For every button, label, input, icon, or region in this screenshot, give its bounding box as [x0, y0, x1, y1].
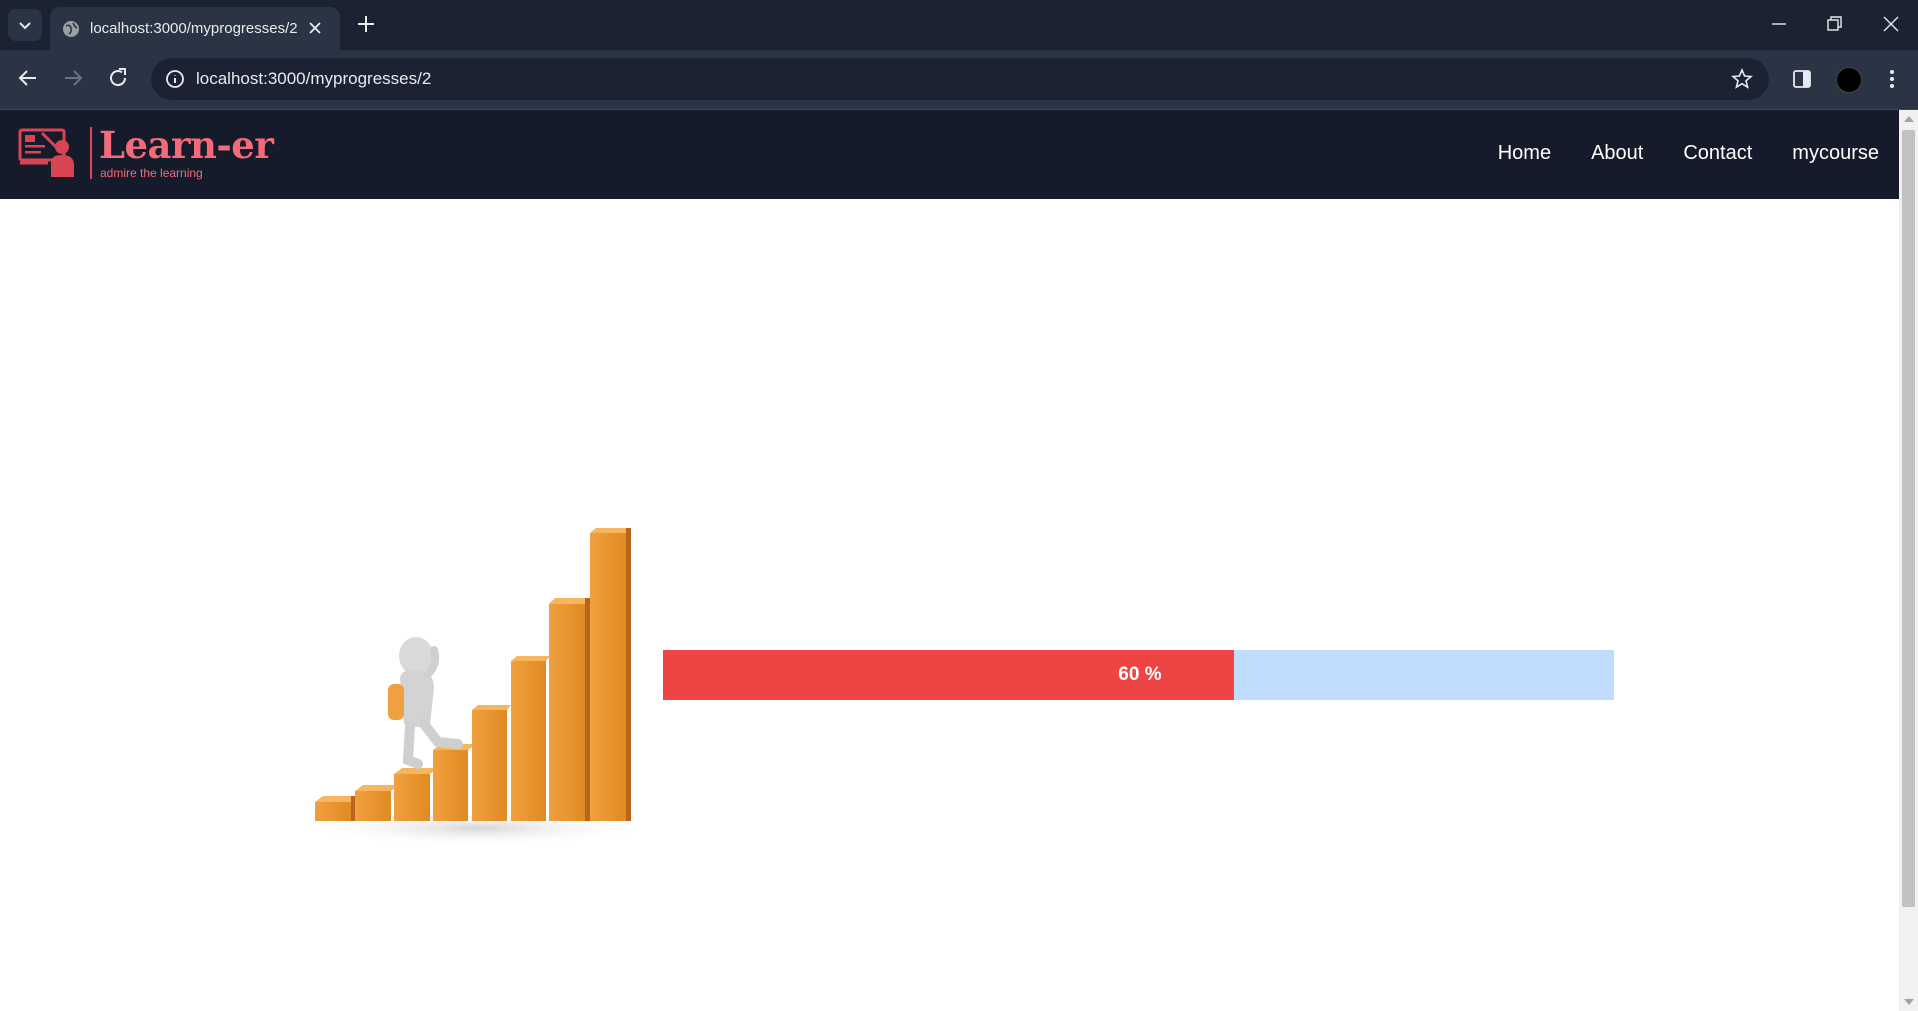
site-navbar: Learn-er admire the learning Home About …	[0, 110, 1899, 199]
url-text[interactable]: localhost:3000/myprogresses/2	[196, 69, 432, 88]
profile-avatar[interactable]	[1836, 67, 1862, 93]
scrollbar-thumb[interactable]	[1902, 130, 1915, 907]
progress-fill: 60 %	[663, 650, 1234, 700]
tab-strip: localhost:3000/myprogresses/2	[0, 0, 1918, 50]
browser-toolbar: localhost:3000/myprogresses/2	[0, 50, 1918, 110]
side-panel-icon[interactable]	[1791, 68, 1813, 90]
tab-search-icon	[19, 22, 31, 30]
nav-link-contact[interactable]: Contact	[1683, 142, 1753, 164]
reload-icon[interactable]	[106, 66, 130, 90]
course-progress-bar: 60 %	[663, 650, 1614, 700]
tab-title: localhost:3000/myprogresses/2	[90, 20, 298, 37]
main-nav: Home About Contact mycourse	[1498, 142, 1879, 165]
nav-link-mycourse[interactable]: mycourse	[1792, 142, 1879, 164]
tab-search-button[interactable]	[8, 9, 42, 41]
brand-name: Learn-er	[99, 123, 274, 167]
bar-steps	[315, 528, 631, 821]
window-close-icon[interactable]	[1881, 12, 1901, 36]
info-icon[interactable]	[164, 68, 186, 90]
plus-icon[interactable]	[355, 13, 377, 35]
logo-text: Learn-er admire the learning	[99, 123, 274, 181]
forward-icon[interactable]	[61, 66, 85, 90]
close-icon[interactable]	[306, 19, 324, 37]
back-icon[interactable]	[16, 66, 40, 90]
nav-link-about[interactable]: About	[1591, 142, 1644, 164]
menu-dots-icon[interactable]	[1882, 67, 1902, 91]
scroll-up-arrow-icon[interactable]	[1904, 116, 1914, 122]
nav-link-home[interactable]: Home	[1497, 142, 1552, 164]
star-icon[interactable]	[1731, 68, 1753, 90]
restore-icon[interactable]	[1824, 12, 1844, 36]
scroll-down-arrow-icon[interactable]	[1904, 999, 1914, 1005]
teacher-board-icon	[18, 128, 74, 177]
minimize-icon[interactable]	[1769, 12, 1789, 36]
globe-icon	[63, 21, 79, 37]
address-bar[interactable]: localhost:3000/myprogresses/2	[151, 58, 1769, 100]
page-scrollbar[interactable]	[1899, 110, 1918, 1011]
logo-divider	[90, 127, 92, 179]
climbing-figure	[388, 637, 463, 769]
site-logo[interactable]: Learn-er admire the learning	[18, 123, 274, 181]
page-viewport: Learn-er admire the learning Home About …	[0, 110, 1899, 1011]
brand-tagline: admire the learning	[100, 166, 203, 180]
progress-percent-label: 60 %	[1118, 664, 1162, 685]
browser-tab[interactable]: localhost:3000/myprogresses/2	[50, 7, 340, 50]
progress-illustration	[288, 488, 662, 862]
